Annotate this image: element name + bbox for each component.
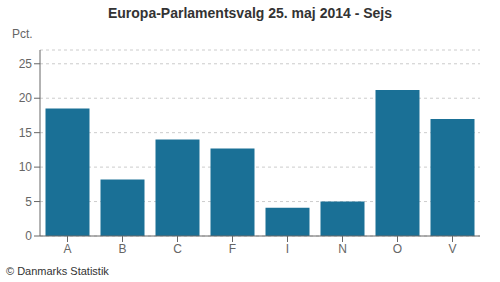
html-text:Europa-Parlamentsvalg 25. maj: Europa-Parlamentsvalg 25. maj 2014 - Sej… [108, 5, 392, 21]
svg-text:15: 15 [19, 126, 33, 140]
svg-text:20: 20 [19, 91, 33, 105]
svg-text:B: B [118, 242, 126, 256]
svg-text:0: 0 [25, 229, 32, 243]
html-text:Pct.: Pct. [12, 27, 33, 41]
svg-text:O: O [393, 242, 402, 256]
svg-text:N: N [338, 242, 347, 256]
svg-text:A: A [63, 242, 71, 256]
svg-text:25: 25 [19, 57, 33, 71]
svg-text:F: F [229, 242, 236, 256]
svg-text:I: I [286, 242, 289, 256]
svg-text:5: 5 [25, 195, 32, 209]
svg-text:V: V [448, 242, 456, 256]
svg-text:10: 10 [19, 160, 33, 174]
html-text:© Danmarks Statistik: © Danmarks Statistik [6, 265, 109, 277]
svg-text:C: C [173, 242, 182, 256]
